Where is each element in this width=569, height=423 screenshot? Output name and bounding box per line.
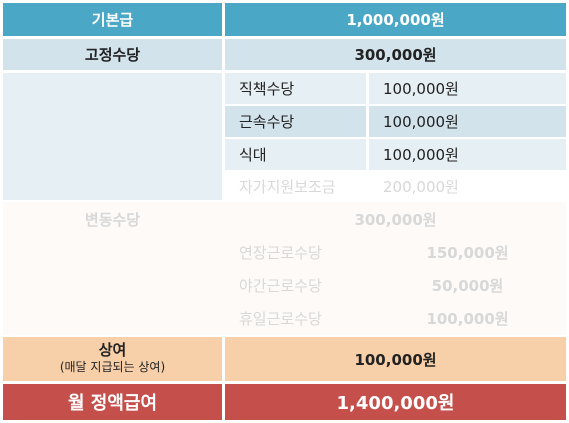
position-allowance-value: 100,000원	[369, 73, 566, 104]
base-pay-label: 기본급	[3, 3, 222, 36]
night-allowance-label: 야간근로수당	[239, 276, 322, 295]
monthly-fixed-salary-value: 1,400,000원	[225, 384, 566, 420]
monthly-fixed-salary-label: 월 정액급여	[3, 384, 222, 420]
bonus-sublabel: (매달 지급되는 상여)	[59, 360, 166, 374]
holiday-allowance-value: 100,000원	[426, 309, 509, 328]
meal-allowance-value: 100,000원	[369, 139, 566, 170]
variable-allowance-value: 300,000원	[354, 210, 437, 229]
variable-section-background	[3, 202, 566, 335]
overtime-allowance-label: 연장근로수당	[239, 243, 322, 262]
bonus-label: 상여	[98, 341, 127, 359]
night-allowance-value: 50,000원	[431, 276, 504, 295]
variable-allowance-label: 변동수당	[84, 210, 141, 229]
tenure-allowance-label: 근속수당	[225, 106, 366, 137]
meal-allowance-label: 식대	[225, 139, 366, 170]
fixed-allowance-group-cell	[3, 73, 222, 200]
tenure-allowance-value: 100,000원	[369, 106, 566, 137]
holiday-allowance-label: 휴일근로수당	[239, 309, 322, 328]
fixed-allowance-value: 300,000원	[225, 39, 566, 70]
self-development-allowance-value: 200,000원	[369, 172, 566, 200]
bonus-label-cell: 상여 (매달 지급되는 상여)	[3, 337, 222, 381]
overtime-allowance-value: 150,000원	[426, 243, 509, 262]
fixed-allowance-label: 고정수당	[3, 39, 222, 70]
bonus-value: 100,000원	[225, 337, 566, 381]
self-development-allowance-label: 자가지원보조금	[225, 172, 366, 200]
position-allowance-label: 직책수당	[225, 73, 366, 104]
base-pay-value: 1,000,000원	[225, 3, 566, 36]
